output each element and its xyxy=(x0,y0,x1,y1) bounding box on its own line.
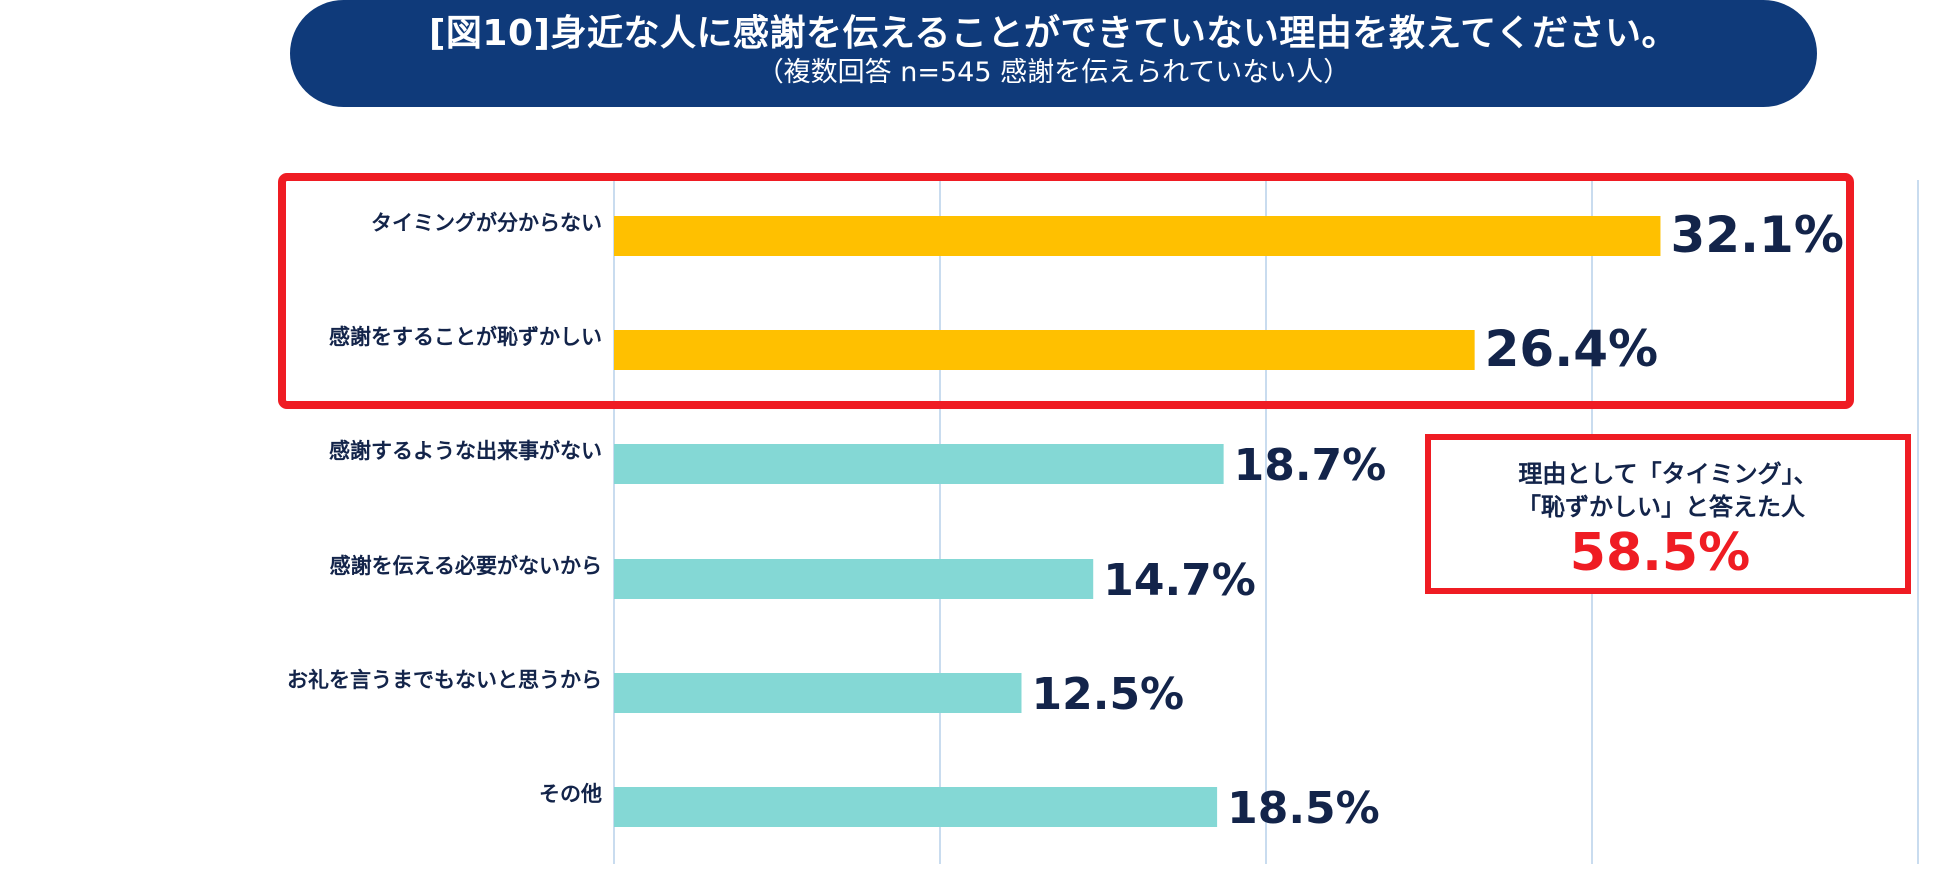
bar xyxy=(614,559,1094,599)
chart-title: [図10]身近な人に感謝を伝えることができていない理由を教えてください。 xyxy=(428,13,1679,54)
category-label: 感謝するような出来事がない xyxy=(329,439,602,463)
bar xyxy=(614,787,1218,827)
value-label: 26.4% xyxy=(1485,320,1658,378)
value-label: 32.1% xyxy=(1670,206,1843,264)
bars xyxy=(614,216,1661,827)
category-label: 感謝をすることが恥ずかしい xyxy=(329,325,602,349)
chart-title-banner: [図10]身近な人に感謝を伝えることができていない理由を教えてください。 （複数… xyxy=(290,0,1817,107)
category-label: 感謝を伝える必要がないから xyxy=(330,554,602,578)
category-label: その他 xyxy=(539,782,602,806)
bar xyxy=(614,330,1475,370)
annotation-box: 理由として「タイミング」、 「恥ずかしい」と答えた人 58.5% xyxy=(1425,434,1911,594)
value-label: 18.5% xyxy=(1227,783,1380,834)
annotation-line2: 「恥ずかしい」と答えた人 xyxy=(1517,493,1805,521)
category-label: お礼を言うまでもないと思うから xyxy=(287,668,602,692)
bar xyxy=(614,216,1661,256)
annotation-value: 58.5% xyxy=(1570,523,1750,583)
value-labels: 32.1%26.4% 18.7% 14.7% 12.5% 18.5% xyxy=(1032,206,1844,834)
category-labels: タイミングが分からない感謝をすることが恥ずかしい感謝するような出来事がない感謝を… xyxy=(287,211,602,806)
value-label: 14.7% xyxy=(1103,555,1256,606)
annotation-frame xyxy=(1425,434,1911,594)
value-label: 18.7% xyxy=(1234,440,1387,491)
value-label: 12.5% xyxy=(1032,669,1185,720)
category-label: タイミングが分からない xyxy=(371,211,602,235)
chart-subtitle: （複数回答 n=545 感謝を伝えられていない人） xyxy=(756,57,1351,88)
highlight-frame xyxy=(278,173,1854,409)
annotation-line1: 理由として「タイミング」、 xyxy=(1518,460,1817,488)
bar xyxy=(614,444,1224,484)
bar xyxy=(614,673,1022,713)
